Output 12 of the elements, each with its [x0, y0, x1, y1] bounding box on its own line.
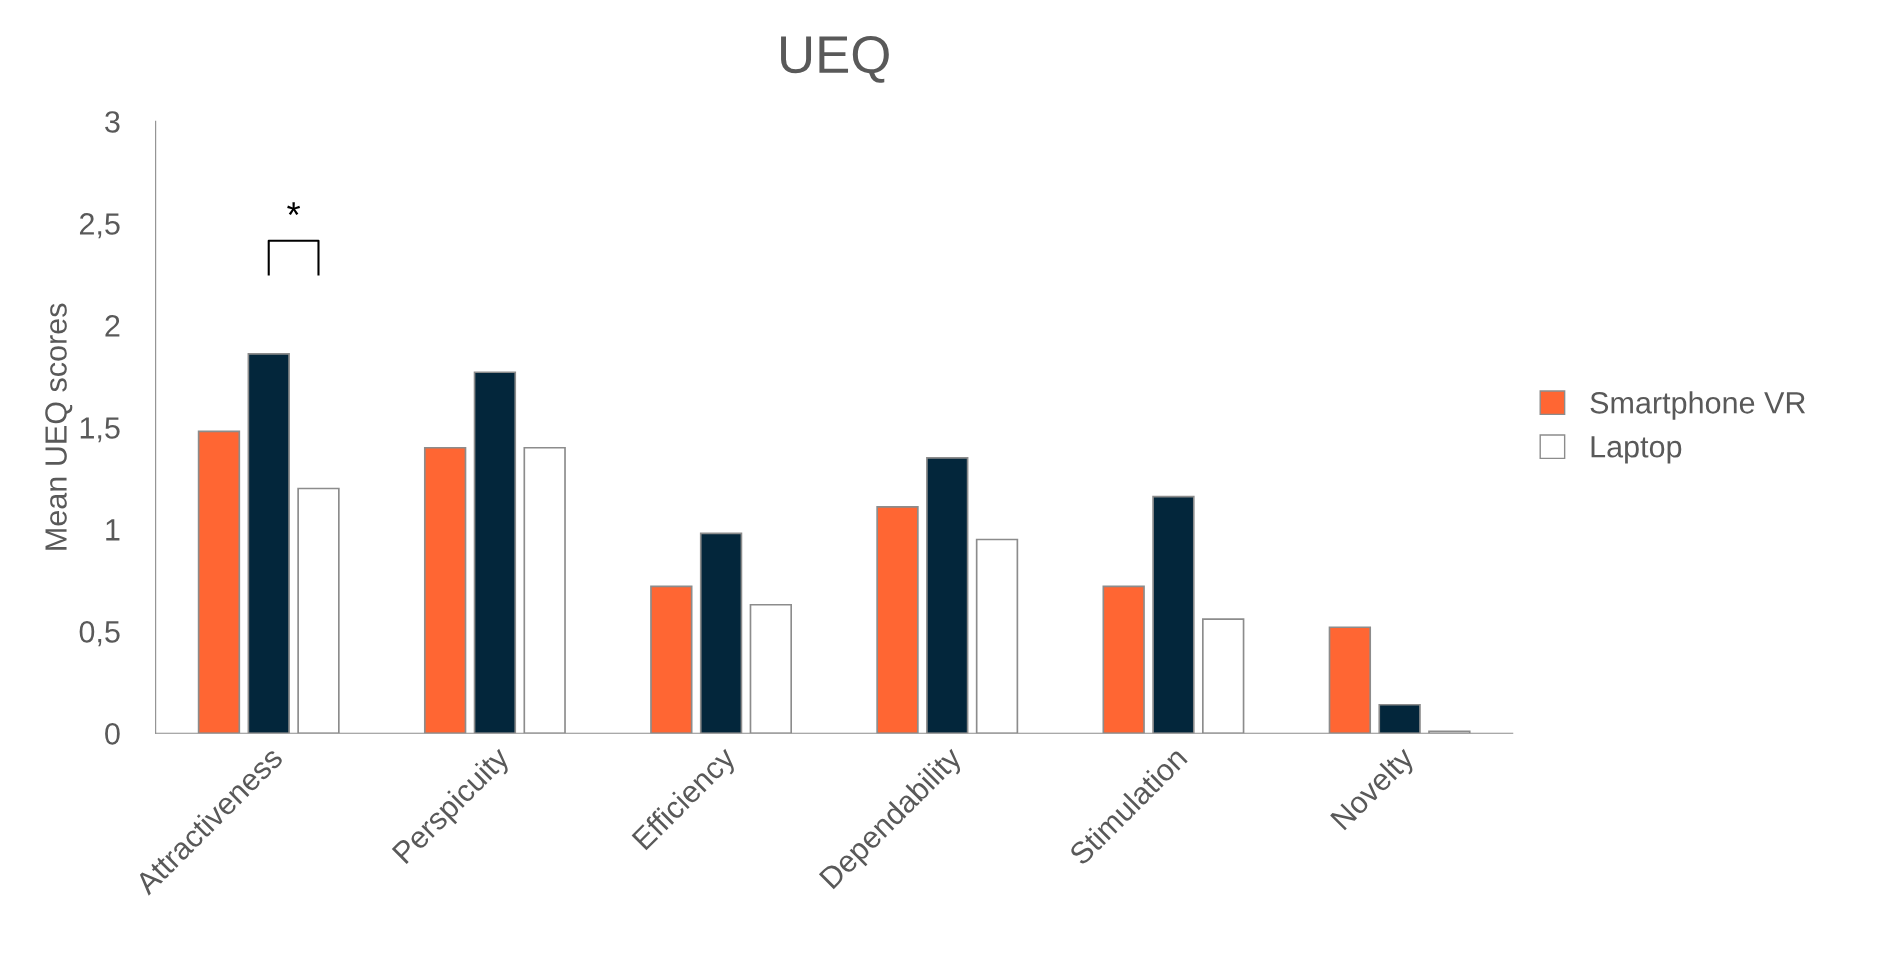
chart-title: UEQ — [781, 35, 889, 83]
y-tick-label: 3 — [105, 111, 120, 133]
annotation: * — [287, 202, 301, 215]
y-tick-label: 1,5 — [80, 417, 120, 443]
legend-label: Smartphone VR — [1590, 391, 1806, 420]
y-tick-label: 0 — [105, 723, 120, 745]
legend-label: Laptop — [1591, 436, 1682, 464]
y-axis-title: Mean UEQ scores — [45, 303, 73, 550]
y-tick-label: 2,5 — [79, 213, 120, 239]
y-tick-label: 1 — [106, 519, 120, 541]
y-tick-label: 2 — [105, 315, 120, 337]
y-tick-label: 0,5 — [79, 621, 120, 647]
